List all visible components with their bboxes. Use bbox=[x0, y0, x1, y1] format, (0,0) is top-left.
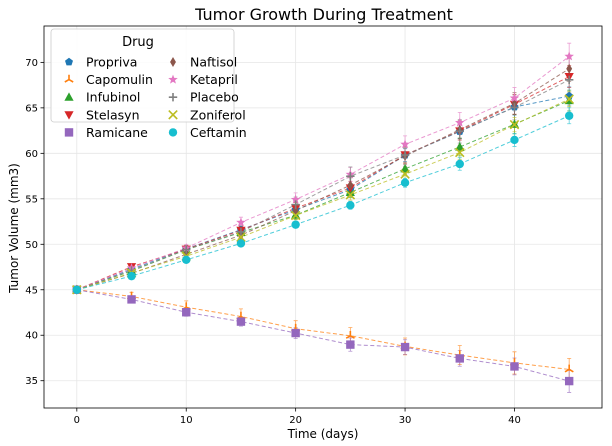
data-point-zoniferol bbox=[454, 147, 465, 158]
y-axis-ticks: 35 40 45 50 55 60 65 70 bbox=[25, 58, 44, 387]
legend-marker-infubinol bbox=[64, 92, 74, 101]
x-tick-label: 40 bbox=[508, 415, 521, 426]
data-point-zoniferol bbox=[400, 169, 410, 179]
legend-label: Propriva bbox=[86, 55, 137, 70]
series-line-ceftamin bbox=[76, 115, 570, 291]
data-point-zoniferol bbox=[290, 210, 301, 221]
x-tick-label: 10 bbox=[180, 415, 193, 426]
legend-label: Placebo bbox=[190, 90, 239, 105]
y-tick-label: 70 bbox=[25, 58, 38, 69]
data-point-ceftamin bbox=[564, 111, 574, 120]
y-tick-label: 45 bbox=[25, 285, 38, 296]
series-line-ramicane bbox=[76, 289, 570, 382]
legend-marker-ramicane bbox=[64, 128, 74, 137]
data-point-infubinol bbox=[400, 164, 410, 173]
data-points bbox=[72, 51, 574, 386]
data-point-ramicane bbox=[236, 317, 246, 326]
y-tick-label: 35 bbox=[25, 376, 38, 387]
data-point-ketapril bbox=[455, 117, 465, 127]
x-tick-label: 20 bbox=[289, 415, 302, 426]
legend: Drug Propriva Capomulin Infubinol Stelasyn R… bbox=[50, 28, 247, 140]
x-axis-label: Time (days) bbox=[287, 427, 359, 441]
legend-label: Stelasyn bbox=[86, 107, 140, 122]
data-point-placebo bbox=[455, 127, 464, 136]
x-tick-label: 30 bbox=[399, 415, 412, 426]
data-point-ketapril bbox=[509, 93, 520, 103]
y-tick-label: 50 bbox=[25, 240, 38, 251]
data-point-ceftamin bbox=[400, 178, 410, 187]
data-point-placebo bbox=[182, 245, 191, 254]
y-axis-label: Tumor Volume (mm3) bbox=[7, 163, 21, 294]
y-tick-label: 60 bbox=[25, 149, 38, 160]
x-axis-ticks: 0 10 20 30 40 bbox=[74, 408, 521, 426]
data-point-ceftamin bbox=[236, 239, 246, 248]
data-point-zoniferol bbox=[236, 232, 246, 242]
legend-label: Ramicane bbox=[86, 125, 148, 140]
data-point-ramicane bbox=[182, 308, 191, 317]
data-point-placebo bbox=[564, 75, 574, 85]
data-point-ceftamin bbox=[291, 220, 300, 229]
y-tick-label: 65 bbox=[25, 103, 38, 114]
legend-box bbox=[50, 28, 235, 123]
data-point-placebo bbox=[236, 227, 246, 237]
series-line-naftisol bbox=[76, 68, 570, 291]
legend-marker-zoniferol bbox=[168, 110, 178, 120]
data-point-ramicane bbox=[564, 376, 574, 386]
data-point-infubinol bbox=[455, 142, 465, 151]
legend-label: Naftisol bbox=[190, 55, 237, 70]
legend-label: Zoniferol bbox=[190, 107, 246, 122]
data-point-capomulin bbox=[564, 364, 574, 373]
series-line-placebo bbox=[76, 79, 570, 291]
legend-label: Capomulin bbox=[86, 72, 153, 87]
data-point-ceftamin bbox=[127, 271, 136, 281]
data-point-ramicane bbox=[455, 354, 464, 363]
series-line-capomulin bbox=[76, 289, 570, 370]
data-point-zoniferol bbox=[509, 119, 520, 130]
data-point-ramicane bbox=[400, 342, 410, 352]
data-point-ketapril bbox=[564, 51, 574, 61]
data-point-ramicane bbox=[510, 362, 519, 371]
data-point-zoniferol bbox=[564, 94, 574, 104]
data-point-placebo bbox=[510, 103, 519, 112]
series-line-ketapril bbox=[76, 55, 570, 291]
data-point-ketapril bbox=[400, 139, 410, 149]
data-point-ketapril bbox=[290, 194, 301, 204]
data-point-zoniferol bbox=[345, 190, 356, 200]
legend-marker-ceftamin bbox=[168, 128, 178, 137]
legend-marker-ketapril bbox=[168, 74, 178, 84]
y-tick-label: 40 bbox=[25, 331, 38, 342]
legend-marker-stelasyn bbox=[64, 111, 74, 120]
data-point-capomulin bbox=[345, 330, 355, 339]
x-tick-label: 0 bbox=[74, 415, 80, 426]
data-point-ceftamin bbox=[510, 135, 519, 145]
data-point-ramicane bbox=[127, 295, 136, 304]
chart-title: Tumor Growth During Treatment bbox=[194, 5, 453, 24]
legend-marker-naftisol bbox=[170, 57, 176, 67]
data-point-naftisol bbox=[566, 63, 573, 74]
data-point-ramicane bbox=[291, 328, 300, 338]
legend-label: Ceftamin bbox=[190, 125, 247, 140]
data-point-ketapril bbox=[236, 217, 246, 227]
data-point-placebo bbox=[291, 200, 300, 209]
legend-label: Ketapril bbox=[190, 72, 238, 87]
data-point-ceftamin bbox=[346, 201, 355, 210]
series-line-zoniferol bbox=[76, 98, 570, 291]
legend-marker-placebo bbox=[168, 93, 178, 102]
data-point-ceftamin bbox=[455, 159, 464, 169]
data-point-ceftamin bbox=[182, 255, 191, 265]
legend-label: Infubinol bbox=[86, 90, 140, 105]
y-tick-label: 55 bbox=[25, 194, 38, 205]
series-lines bbox=[76, 55, 570, 382]
data-point-naftisol bbox=[347, 180, 354, 191]
legend-marker-capomulin bbox=[64, 74, 74, 83]
data-point-placebo bbox=[346, 172, 355, 181]
data-point-ramicane bbox=[346, 340, 355, 349]
plot-area-frame bbox=[43, 25, 603, 409]
data-point-ceftamin bbox=[72, 285, 82, 294]
legend-marker-propriva bbox=[65, 57, 73, 66]
legend-title: Drug bbox=[122, 35, 154, 50]
data-point-placebo bbox=[400, 150, 410, 160]
